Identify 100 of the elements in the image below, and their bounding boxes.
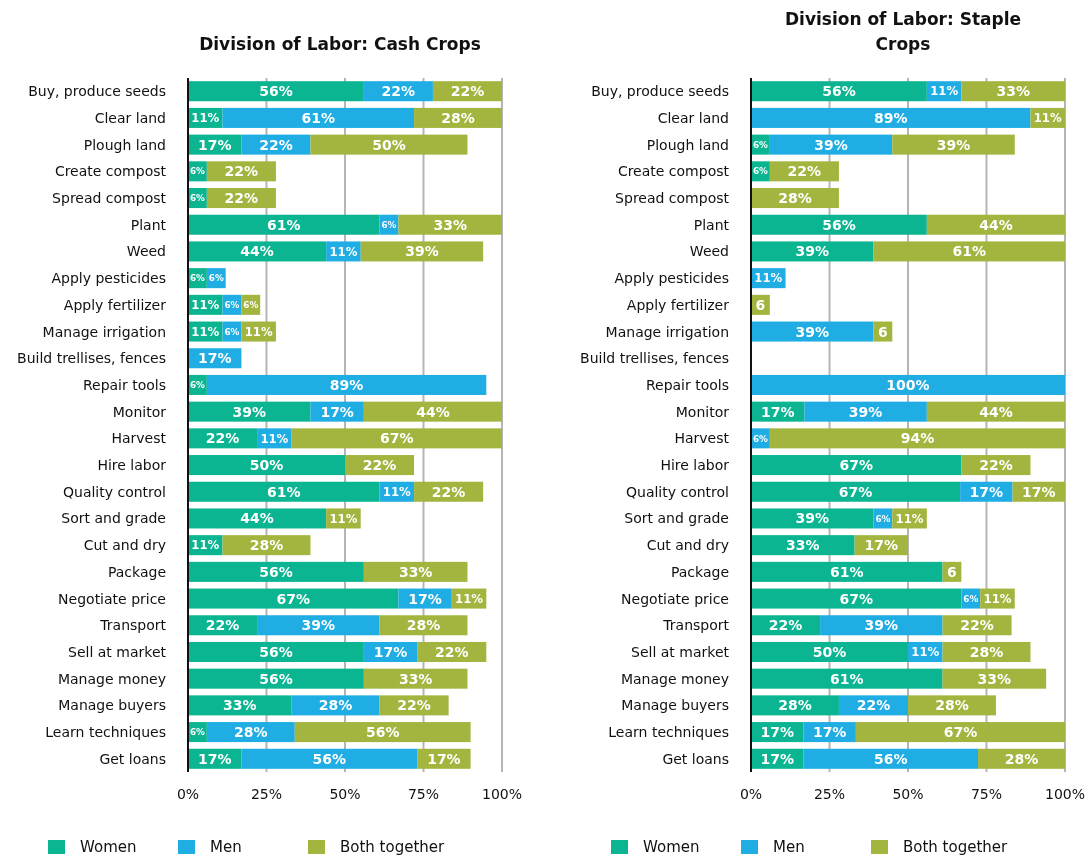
y-tick-label: Harvest <box>674 430 730 447</box>
data-label: 50% <box>249 457 284 474</box>
data-label: 22% <box>362 457 397 474</box>
bar <box>291 428 502 449</box>
y-tick-label: Plant <box>130 216 167 233</box>
data-label: 22% <box>431 483 466 500</box>
y-tick-label: Hire labor <box>97 457 167 474</box>
bar <box>360 241 484 262</box>
bar <box>188 508 327 529</box>
data-label: 39% <box>814 136 848 153</box>
bar <box>751 455 962 476</box>
data-label: 100% <box>886 376 930 393</box>
x-tick-label: 25% <box>813 786 846 802</box>
bar <box>926 401 1065 422</box>
bar <box>206 374 487 395</box>
bar <box>855 722 1065 743</box>
legend-label: Men <box>210 838 242 856</box>
data-label: 33% <box>977 670 1012 687</box>
data-label: 39% <box>848 403 883 420</box>
data-label: 44% <box>979 216 1013 233</box>
data-label: 11% <box>244 324 273 339</box>
bar <box>751 668 943 689</box>
bar <box>222 107 415 128</box>
y-tick-label: Monitor <box>675 403 730 420</box>
data-label: 17% <box>1022 483 1056 500</box>
bar <box>751 374 1065 395</box>
data-label: 6% <box>752 139 769 150</box>
bar <box>769 134 893 155</box>
data-label: 11% <box>191 111 220 126</box>
data-label: 39% <box>795 510 829 527</box>
data-label: 22% <box>224 190 259 207</box>
data-label: 6% <box>189 273 206 284</box>
data-label: 22% <box>205 617 240 634</box>
data-label: 39% <box>795 243 829 260</box>
data-label: 44% <box>416 403 450 420</box>
data-label: 61% <box>952 243 986 260</box>
bar <box>961 81 1065 102</box>
data-label: 28% <box>318 697 353 714</box>
y-tick-label: Manage buyers <box>621 697 729 714</box>
data-label: 67% <box>838 483 873 500</box>
x-tick-label: 0% <box>176 786 200 802</box>
bar <box>188 455 345 476</box>
data-label: 28% <box>249 537 284 554</box>
data-label: 56% <box>259 563 293 580</box>
data-label: 67% <box>380 430 414 447</box>
data-label: 17% <box>320 403 354 420</box>
bar <box>363 401 502 422</box>
bar <box>188 561 364 582</box>
y-tick-label: Apply pesticides <box>614 270 729 287</box>
bar <box>188 214 380 235</box>
y-tick-label: Clear land <box>657 109 729 126</box>
data-label: 17% <box>408 590 442 607</box>
bar <box>188 241 327 262</box>
data-label: 17% <box>197 136 232 153</box>
bar <box>751 107 1031 128</box>
data-label: 50% <box>372 136 406 153</box>
bar <box>804 401 927 422</box>
y-tick-label: Learn techniques <box>45 724 166 741</box>
data-label: 11% <box>329 511 358 526</box>
y-tick-label: Harvest <box>111 430 167 447</box>
y-tick-label: Learn techniques <box>608 724 729 741</box>
bar <box>926 214 1065 235</box>
bar <box>188 641 364 662</box>
data-label: 22% <box>259 136 293 153</box>
data-label: 56% <box>312 750 347 767</box>
legend-label: Both together <box>340 838 446 856</box>
bar <box>310 134 468 155</box>
data-label: 56% <box>259 644 293 661</box>
data-label: 22% <box>224 163 259 180</box>
data-label: 11% <box>911 645 940 660</box>
bar <box>892 134 1015 155</box>
data-label: 39% <box>405 243 439 260</box>
chart-title: Division of Labor: Staple Crops <box>784 9 1022 54</box>
y-tick-label: Monitor <box>112 403 167 420</box>
bar <box>751 561 943 582</box>
data-label: 17% <box>760 724 794 741</box>
data-label: 33% <box>398 670 433 687</box>
data-label: 33% <box>433 216 467 233</box>
data-label: 56% <box>822 83 856 100</box>
data-label: 56% <box>873 750 908 767</box>
data-label: 28% <box>778 697 812 714</box>
legend-label: Men <box>773 838 805 856</box>
y-tick-label: Sell at market <box>631 644 730 661</box>
chart-title: Division of Labor: Cash Crops <box>199 34 481 54</box>
x-tick-label: 50% <box>329 786 361 802</box>
data-label: 6% <box>189 166 206 177</box>
bar <box>188 588 399 609</box>
data-label: 56% <box>259 670 293 687</box>
data-label: 6% <box>381 219 397 230</box>
data-label: 6% <box>752 166 769 177</box>
data-label: 11% <box>329 244 358 259</box>
data-label: 6 <box>878 323 888 340</box>
data-label: 6% <box>875 513 891 524</box>
data-label: 33% <box>786 537 820 554</box>
data-label: 28% <box>935 697 969 714</box>
data-label: 6% <box>208 273 224 284</box>
y-tick-label: Build trellises, fences <box>580 350 729 367</box>
data-label: 89% <box>329 376 364 393</box>
data-label: 94% <box>900 430 935 447</box>
data-label: 11% <box>754 271 783 286</box>
